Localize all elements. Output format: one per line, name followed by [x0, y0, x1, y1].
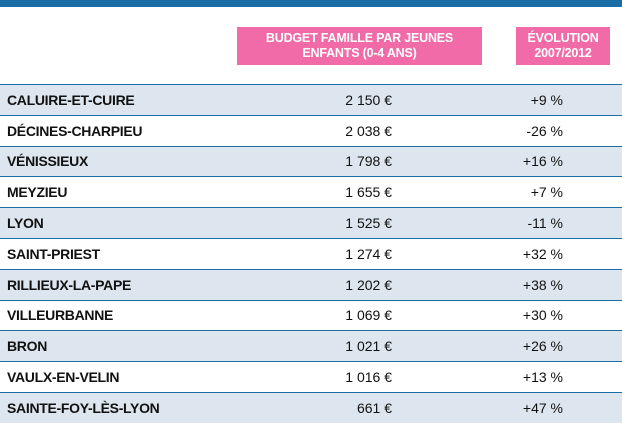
evolution-value: -26 % — [526, 122, 563, 139]
table-row: SAINTE-FOY-LÈS-LYON 661 € +47 % — [0, 391, 622, 423]
city-name: VILLEURBANNE — [7, 307, 114, 324]
budget-value: 1 525 € — [345, 215, 392, 232]
table-row: LYON 1 525 € -11 % — [0, 207, 622, 238]
table-body: CALUIRE-ET-CUIRE 2 150 € +9 % DÉCINES-CH… — [0, 84, 622, 423]
budget-value: 1 798 € — [345, 153, 392, 170]
table-row: CALUIRE-ET-CUIRE 2 150 € +9 % — [0, 84, 622, 115]
city-name: SAINTE-FOY-LÈS-LYON — [7, 399, 160, 416]
budget-value: 1 655 € — [345, 184, 392, 201]
table-row: VAULX-EN-VELIN 1 016 € +13 % — [0, 361, 622, 392]
table-row: BRON 1 021 € +26 % — [0, 330, 622, 362]
budget-value: 661 € — [356, 399, 392, 416]
city-name: RILLIEUX-LA-PAPE — [7, 276, 132, 293]
table-row: VILLEURBANNE 1 069 € +30 % — [0, 299, 622, 331]
city-name: VÉNISSIEUX — [7, 153, 89, 170]
city-name: SAINT-PRIEST — [7, 245, 100, 262]
budget-value: 1 202 € — [345, 276, 392, 293]
budget-header-line2: ENFANTS (0-4 ANS) — [302, 46, 417, 60]
evolution-value: -11 % — [527, 215, 563, 232]
city-name: BRON — [7, 338, 48, 355]
evolution-value: +32 % — [522, 245, 563, 262]
city-name: DÉCINES-CHARPIEU — [7, 122, 143, 139]
budget-value: 1 021 € — [345, 338, 392, 355]
evolution-column-header: ÉVOLUTION 2007/2012 — [516, 27, 610, 65]
city-name: CALUIRE-ET-CUIRE — [7, 91, 135, 108]
table-row: DÉCINES-CHARPIEU 2 038 € -26 % — [0, 114, 622, 146]
evolution-header-line1: ÉVOLUTION — [527, 31, 599, 45]
evolution-value: +26 % — [522, 338, 563, 355]
table-row: VÉNISSIEUX 1 798 € +16 % — [0, 145, 622, 177]
budget-value: 1 069 € — [345, 307, 392, 324]
budget-value: 1 016 € — [345, 369, 392, 386]
evolution-value: +30 % — [522, 307, 563, 324]
budget-value: 2 150 € — [345, 91, 392, 108]
evolution-value: +16 % — [522, 153, 563, 170]
table-row: MEYZIEU 1 655 € +7 % — [0, 176, 622, 208]
evolution-value: +47 % — [522, 399, 563, 416]
evolution-value: +38 % — [522, 276, 563, 293]
table-row: SAINT-PRIEST 1 274 € +32 % — [0, 237, 622, 269]
budget-value: 1 274 € — [345, 245, 392, 262]
evolution-value: +9 % — [530, 91, 563, 108]
evolution-header-line2: 2007/2012 — [534, 46, 592, 60]
table-row: RILLIEUX-LA-PAPE 1 202 € +38 % — [0, 268, 622, 300]
city-name: LYON — [7, 215, 44, 232]
evolution-value: +7 % — [530, 184, 563, 201]
budget-header-line1: BUDGET FAMILLE PAR JEUNES — [265, 31, 454, 45]
city-name: MEYZIEU — [7, 184, 68, 201]
budget-value: 2 038 € — [345, 122, 392, 139]
top-accent-bar — [0, 0, 622, 7]
evolution-value: +13 % — [522, 369, 563, 386]
budget-column-header: BUDGET FAMILLE PAR JEUNES ENFANTS (0-4 A… — [237, 27, 482, 65]
city-name: VAULX-EN-VELIN — [7, 369, 120, 386]
